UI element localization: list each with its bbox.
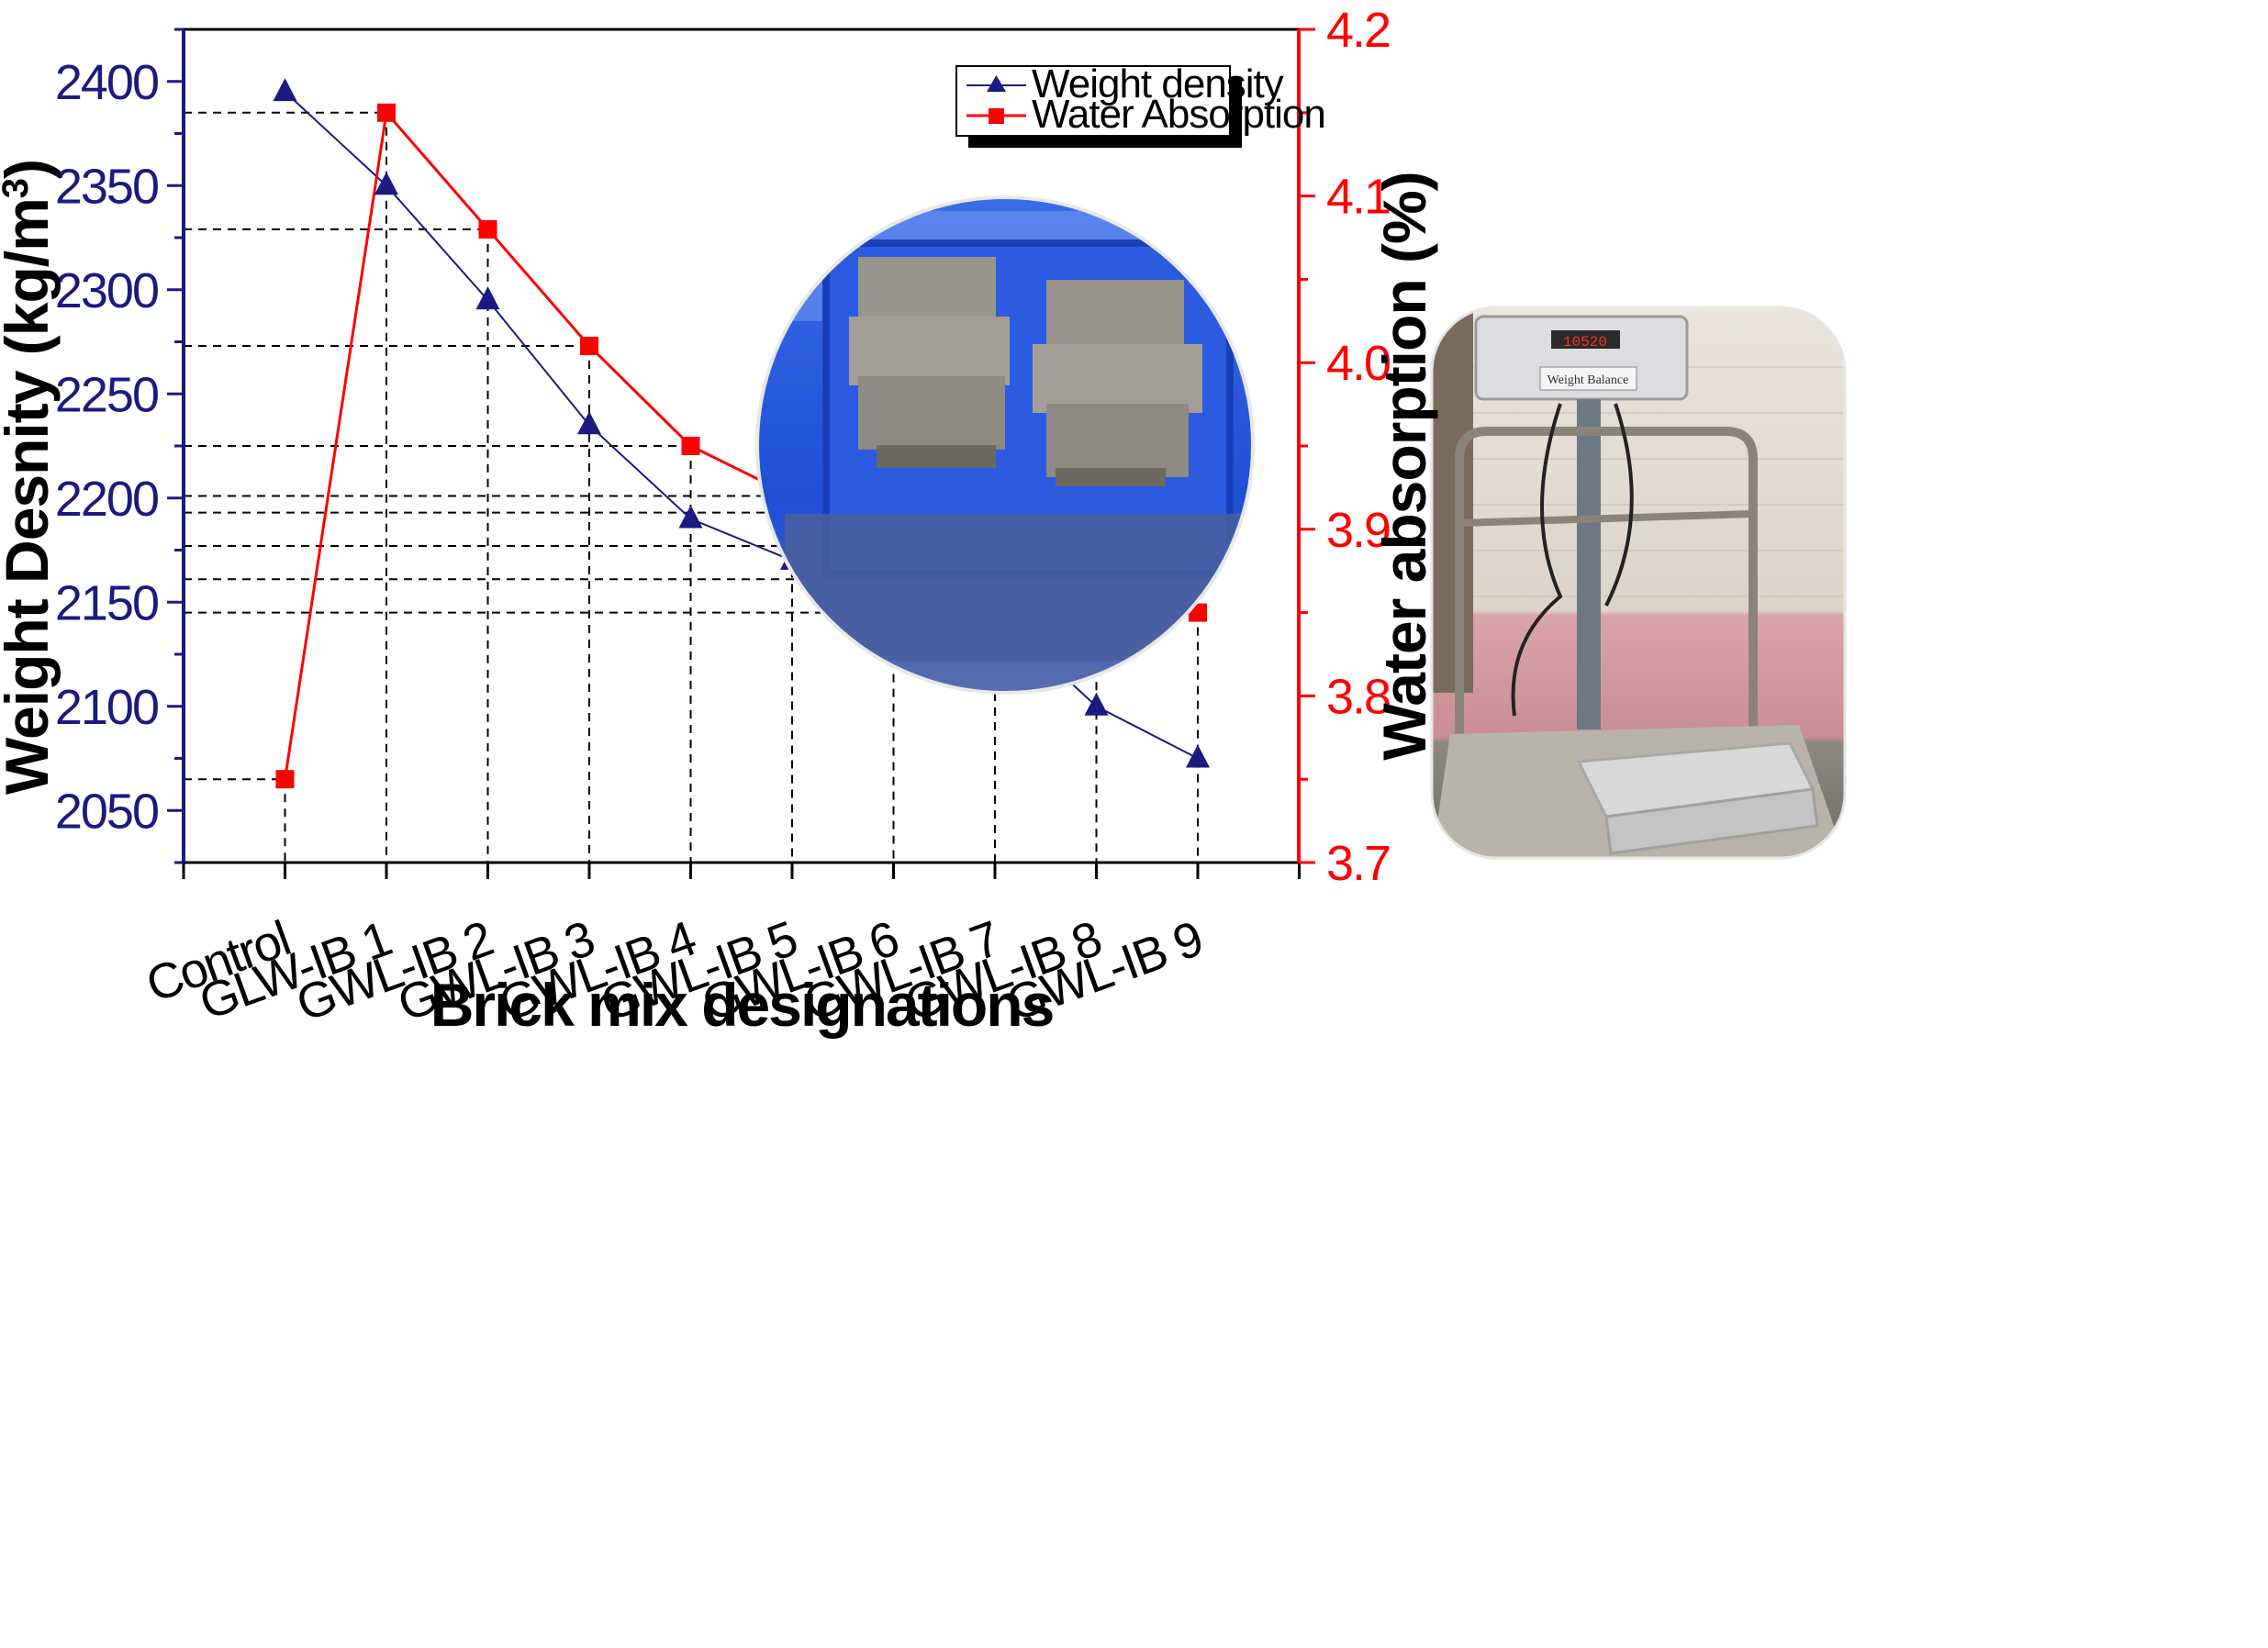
left-axis-title: Weight Desnity (kg/m3) (0, 160, 61, 795)
weight-density-point (1084, 692, 1109, 716)
weight-density-point (374, 172, 398, 195)
left-tick-label: 2300 (55, 263, 158, 318)
legend: Weight density Water Absorption (955, 61, 1326, 148)
scale-display: 10520 (1563, 334, 1607, 351)
right-tick-label: 4.0 (1326, 336, 1390, 391)
legend-square-marker (989, 108, 1004, 124)
weight-density-point (273, 78, 297, 102)
weight-balance-photo: 10520 Weight Balance (1430, 306, 1847, 860)
water-absorption-point (580, 337, 598, 356)
weight-density-point (1186, 744, 1210, 768)
left-tick-label: 2100 (55, 680, 158, 735)
right-tick-label: 4.2 (1326, 3, 1390, 58)
weight-density-point (475, 286, 500, 310)
weight-density-point (678, 505, 703, 529)
x-axis-title: Brick mix designations (430, 971, 1054, 1039)
right-axis-title: Water absorption (%) (1370, 172, 1438, 760)
left-tick-label: 2350 (55, 159, 158, 214)
brick-samples-photo (755, 195, 1255, 695)
right-axis-ticks: 3.7 3.8 3.9 4.0 4.1 4.2 (1299, 3, 1391, 891)
axes-frame (182, 28, 1301, 864)
scale-label: Weight Balance (1547, 373, 1629, 387)
legend-label-weight-density: Weight density (1032, 61, 1284, 106)
legend-triangle-marker (987, 75, 1006, 92)
right-tick-label: 3.7 (1326, 836, 1390, 891)
left-tick-label: 2400 (55, 55, 158, 110)
water-absorption-point (377, 103, 396, 122)
right-tick-label: 3.9 (1326, 503, 1390, 558)
right-tick-label: 4.1 (1326, 170, 1390, 225)
left-tick-label: 2150 (55, 575, 158, 630)
left-axis-ticks: 2050 2100 2150 2200 2250 2300 2350 2400 (55, 28, 184, 864)
water-absorption-point (275, 770, 295, 789)
legend-label-water-absorption: Water Absorption (1032, 92, 1325, 137)
brick-left (849, 257, 1010, 468)
weight-density-point (577, 411, 601, 435)
water-absorption-point (681, 437, 700, 455)
left-tick-label: 2200 (55, 472, 158, 527)
water-absorption-point (478, 219, 497, 239)
left-tick-label: 2050 (55, 784, 158, 839)
legend-box (955, 65, 1231, 137)
right-tick-label: 3.8 (1326, 669, 1390, 724)
left-tick-label: 2250 (55, 367, 158, 422)
brick-right (1033, 280, 1202, 486)
